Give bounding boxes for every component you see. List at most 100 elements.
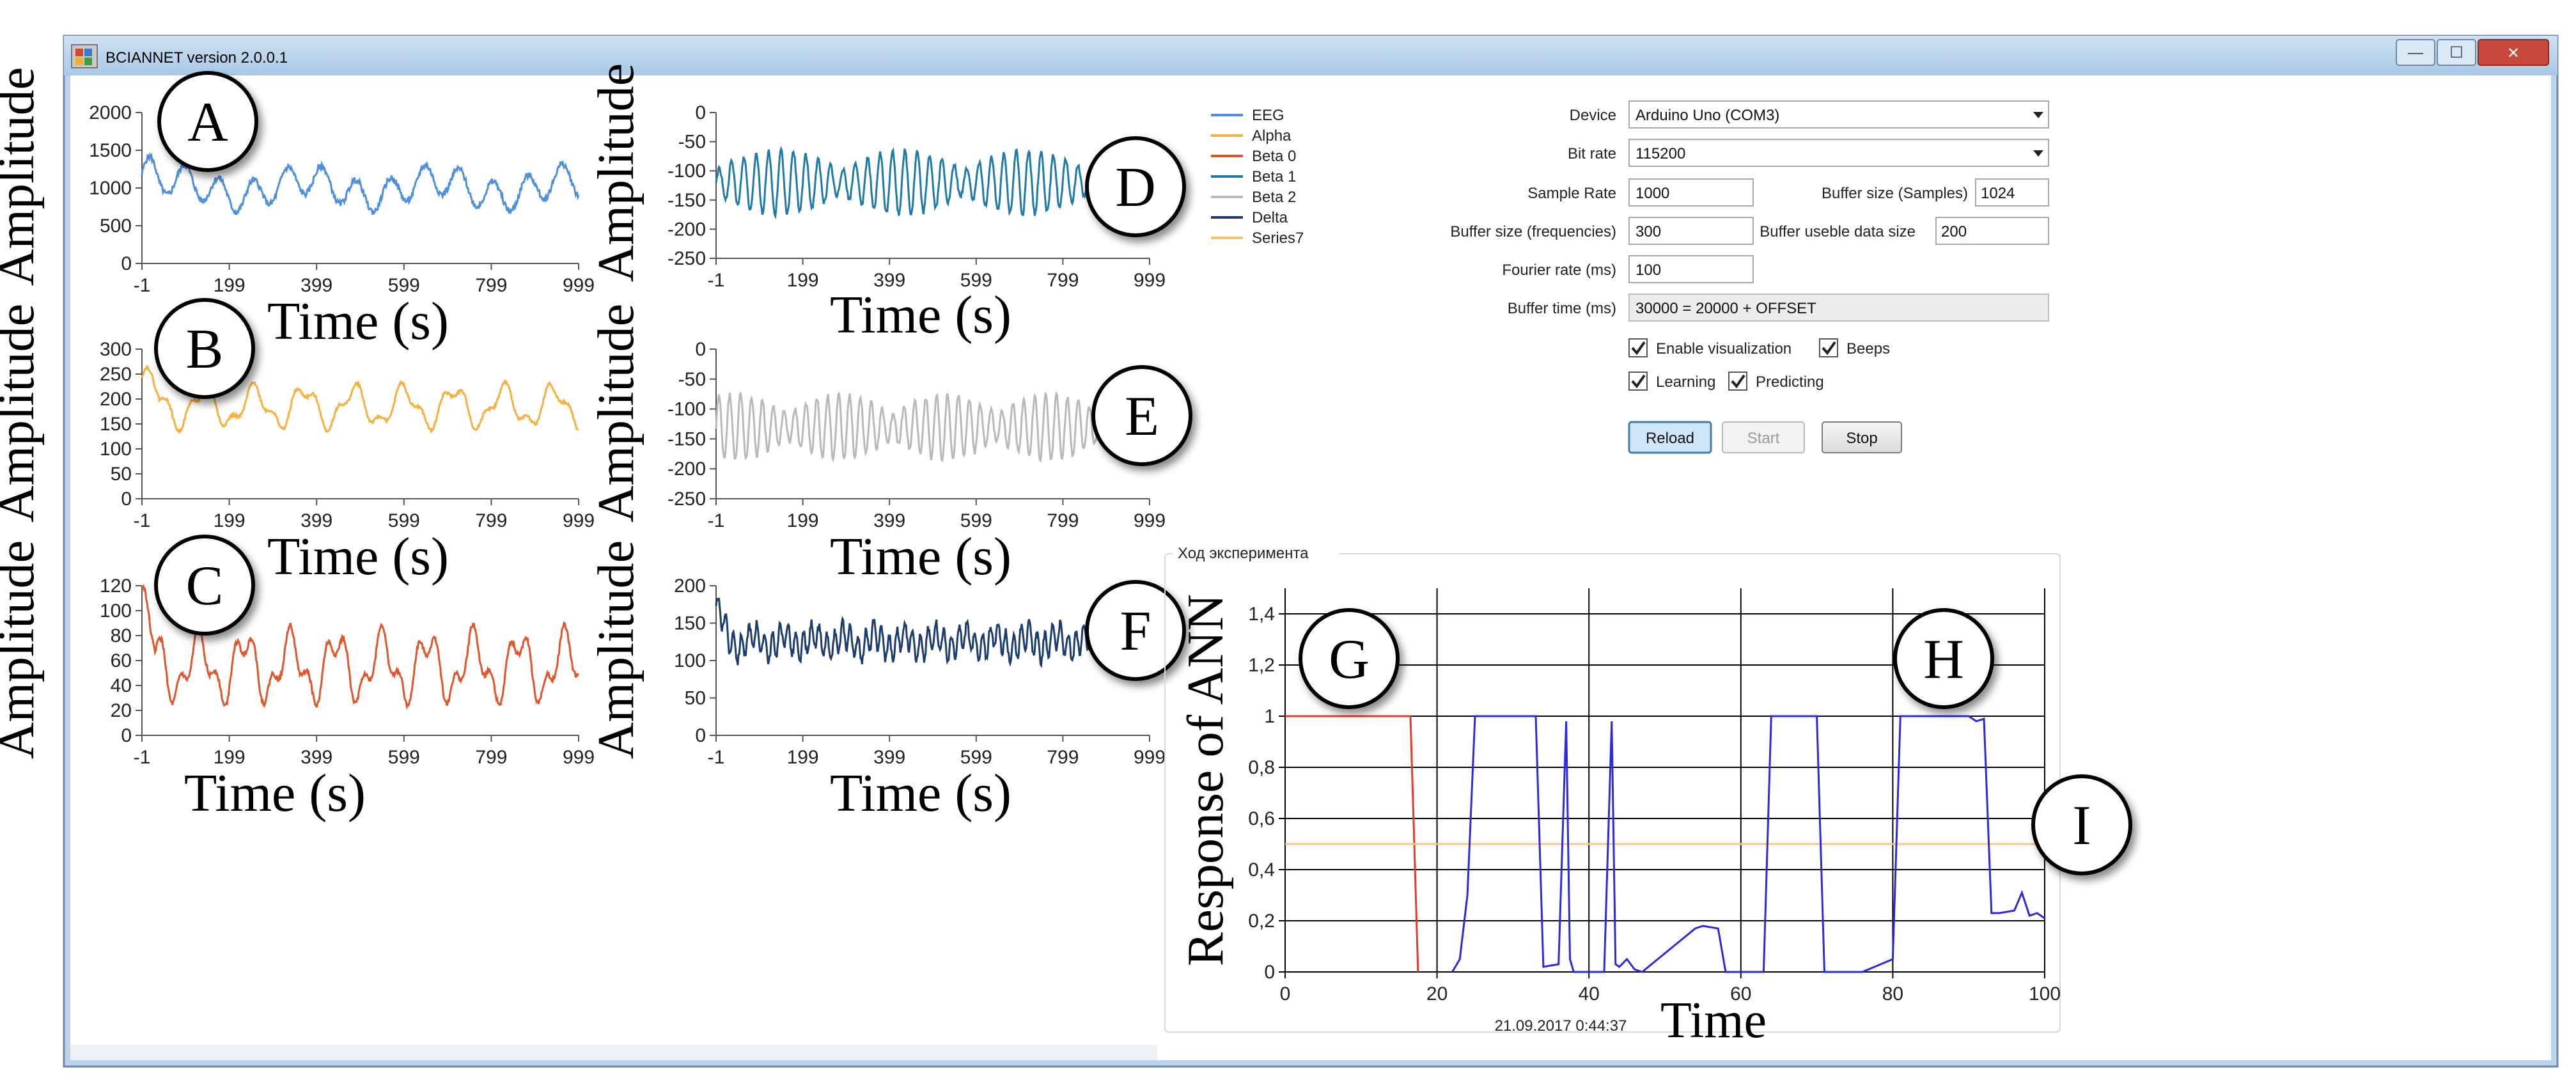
- x-tick-label: 799: [1047, 747, 1079, 768]
- x-tick-label: 20: [1426, 983, 1448, 1005]
- legend-label: Beta 0: [1252, 148, 1296, 165]
- x-axis-label: Time (s): [830, 763, 1011, 823]
- maximize-icon: ☐: [2449, 44, 2463, 61]
- x-tick-label: -1: [134, 747, 151, 768]
- signal-line: [715, 146, 1151, 220]
- x-tick-label: 799: [475, 275, 507, 296]
- start-button[interactable]: Start: [1722, 421, 1805, 453]
- signal-line: [141, 364, 579, 434]
- legend-label: Series7: [1252, 230, 1304, 247]
- y-axis-label: Amplitude: [588, 540, 644, 759]
- callout-h-label: H: [1923, 629, 1964, 691]
- callout-label: B: [186, 318, 224, 380]
- callout-circle: [157, 71, 258, 172]
- callout-circle: [154, 298, 255, 399]
- buffer-samples-input[interactable]: [1975, 178, 2049, 207]
- minimize-button[interactable]: —: [2396, 39, 2435, 66]
- x-tick-label: 199: [214, 510, 246, 531]
- callout-label: A: [187, 91, 228, 153]
- x-tick-label: 199: [214, 275, 246, 296]
- x-axis-label: Time (s): [267, 527, 449, 586]
- reload-button[interactable]: Reload: [1628, 421, 1712, 454]
- x-tick-label: 999: [563, 747, 595, 768]
- x-tick-label: 599: [960, 270, 992, 291]
- fourier-rate-value: 100: [1635, 262, 1661, 279]
- panel-callout: B: [154, 298, 255, 399]
- close-button[interactable]: ✕: [2478, 39, 2549, 66]
- x-tick-label: -1: [708, 270, 725, 291]
- panel-callout: E: [1091, 365, 1192, 466]
- callout-g-label: G: [1329, 629, 1370, 691]
- y-tick-label: 0,8: [1248, 757, 1275, 778]
- stop-button[interactable]: Stop: [1822, 421, 1902, 453]
- legend-item: Alpha: [1211, 127, 1292, 145]
- x-tick-label: -1: [134, 510, 151, 531]
- x-tick-label: 999: [1134, 510, 1166, 531]
- signal-panel: 0 500 1000 1500 2000 -1 199 399 599 799 999 Amplitu…: [0, 67, 595, 351]
- x-tick-label: 100: [2029, 983, 2061, 1005]
- buffer-samples-label: Buffer size (Samples): [1822, 185, 1968, 202]
- x-tick-label: 199: [214, 747, 246, 768]
- enable-visualization-checkbox[interactable]: Enable visualization: [1628, 338, 1791, 357]
- y-tick-label: 0: [695, 339, 706, 360]
- y-tick-label: 1: [1264, 706, 1275, 727]
- y-tick-label: -150: [667, 428, 706, 450]
- buffer-freq-label: Buffer size (frequencies): [1450, 223, 1616, 240]
- settings-form: Device Arduino Uno (COM3) Bit rate 11520…: [1450, 100, 2049, 454]
- buffer-freq-input[interactable]: [1628, 217, 1754, 245]
- experiment-timestamp: 21.09.2017 0:44:37: [1495, 1017, 1627, 1035]
- y-tick-label: 1,4: [1248, 604, 1275, 625]
- beeps-label: Beeps: [1846, 340, 1890, 357]
- beeps-checkbox[interactable]: Beeps: [1819, 338, 1890, 357]
- series-line: [1285, 715, 1419, 973]
- status-strip: [70, 1045, 1157, 1060]
- legend-item: Beta 1: [1211, 168, 1296, 185]
- y-tick-label: 100: [674, 650, 706, 671]
- x-tick-label: 0: [1280, 983, 1291, 1005]
- x-tick-label: -1: [708, 747, 725, 768]
- client-area: [70, 75, 2551, 1060]
- y-tick-label: -250: [667, 248, 706, 269]
- title-bar[interactable]: [64, 36, 2557, 75]
- experiment-group-title: Ход эксперимента: [1178, 545, 1309, 562]
- buffer-useble-value: 200: [1941, 223, 1967, 240]
- legend-label: EEG: [1252, 107, 1284, 124]
- x-tick-label: 599: [388, 510, 420, 531]
- y-tick-label: 60: [111, 650, 132, 671]
- close-icon: ✕: [2507, 45, 2520, 62]
- x-tick-label: 799: [1047, 510, 1079, 531]
- learning-checkbox[interactable]: Learning: [1628, 372, 1715, 391]
- y-tick-label: 1500: [89, 140, 132, 161]
- maximize-button[interactable]: ☐: [2437, 39, 2476, 66]
- y-axis-label: Response of ANN: [1178, 594, 1234, 966]
- y-tick-label: -50: [678, 132, 706, 153]
- app-window: BCIANNET version 2.0.0.1 — ☐ ✕: [63, 35, 2559, 1068]
- callout-h: H: [1893, 608, 1994, 709]
- sample-rate-input[interactable]: [1628, 178, 1754, 207]
- y-tick-label: 0: [695, 725, 706, 746]
- bitrate-select[interactable]: 115200: [1628, 139, 2049, 167]
- x-tick-label: 599: [960, 510, 992, 531]
- x-tick-label: 799: [475, 510, 507, 531]
- predicting-checkbox[interactable]: Predicting: [1728, 372, 1824, 391]
- x-tick-label: 40: [1579, 983, 1600, 1005]
- signal-line: [715, 391, 1151, 463]
- x-axis-label: Time (s): [830, 527, 1011, 586]
- y-tick-label: 0: [121, 725, 132, 746]
- x-tick-label: 60: [1730, 983, 1751, 1005]
- fourier-rate-label: Fourier rate (ms): [1502, 262, 1616, 279]
- callout-circle: [1091, 365, 1192, 466]
- x-axis-label: Time (s): [830, 285, 1011, 345]
- device-select[interactable]: Arduino Uno (COM3): [1628, 100, 2049, 129]
- buffer-useble-input[interactable]: [1935, 217, 2049, 245]
- legend-item: Series7: [1211, 230, 1304, 247]
- y-tick-label: 0: [121, 489, 132, 510]
- y-axis-label: Amplitude: [0, 67, 45, 286]
- y-tick-label: 1,2: [1248, 655, 1275, 676]
- x-tick-label: 999: [1134, 747, 1166, 768]
- y-tick-label: 0: [121, 253, 132, 274]
- fourier-rate-input[interactable]: [1628, 255, 1754, 283]
- enable-visualization-label: Enable visualization: [1656, 340, 1791, 357]
- legend-label: Beta 1: [1252, 168, 1296, 185]
